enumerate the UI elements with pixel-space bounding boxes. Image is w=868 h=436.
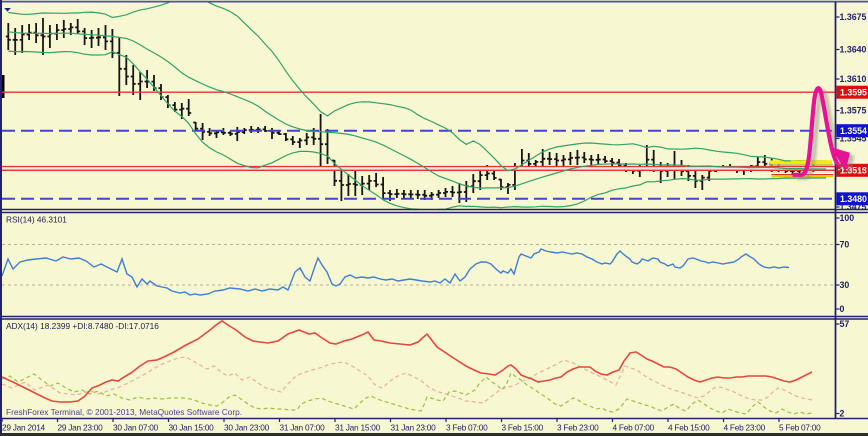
svg-text:1.3640: 1.3640 bbox=[840, 45, 867, 55]
svg-text:29 Jan 23:00: 29 Jan 23:00 bbox=[58, 423, 104, 433]
svg-text:30 Jan 07:00: 30 Jan 07:00 bbox=[113, 423, 159, 433]
svg-text:5 Feb 07:00: 5 Feb 07:00 bbox=[779, 423, 821, 433]
svg-text:1.3595: 1.3595 bbox=[840, 88, 867, 98]
svg-text:4 Feb 23:00: 4 Feb 23:00 bbox=[724, 423, 766, 433]
svg-text:FreshForex Terminal, © 2001-20: FreshForex Terminal, © 2001-2013, MetaQu… bbox=[6, 407, 242, 417]
svg-text:31 Jan 15:00: 31 Jan 15:00 bbox=[335, 423, 381, 433]
svg-text:0: 0 bbox=[840, 304, 845, 314]
svg-text:57: 57 bbox=[840, 319, 850, 329]
svg-text:100: 100 bbox=[840, 213, 855, 223]
svg-text:4 Feb 15:00: 4 Feb 15:00 bbox=[668, 423, 710, 433]
svg-text:2: 2 bbox=[840, 409, 845, 419]
svg-text:1.3575: 1.3575 bbox=[840, 106, 867, 116]
svg-text:30 Jan 15:00: 30 Jan 15:00 bbox=[169, 423, 215, 433]
svg-text:3 Feb 15:00: 3 Feb 15:00 bbox=[502, 423, 544, 433]
svg-text:1.3675: 1.3675 bbox=[840, 12, 867, 22]
svg-text:31 Jan 07:00: 31 Jan 07:00 bbox=[280, 423, 326, 433]
svg-text:1.3475: 1.3475 bbox=[840, 202, 867, 212]
svg-text:30 Jan 23:00: 30 Jan 23:00 bbox=[224, 423, 270, 433]
svg-text:70: 70 bbox=[840, 240, 850, 250]
svg-text:1.3513: 1.3513 bbox=[840, 166, 867, 176]
svg-text:RSI(14) 46.3101: RSI(14) 46.3101 bbox=[6, 215, 67, 225]
svg-text:3 Feb 23:00: 3 Feb 23:00 bbox=[557, 423, 599, 433]
svg-text:31 Jan 23:00: 31 Jan 23:00 bbox=[391, 423, 437, 433]
svg-text:30: 30 bbox=[840, 280, 850, 290]
svg-text:29 Jan 2014: 29 Jan 2014 bbox=[2, 423, 46, 433]
svg-text:4 Feb 07:00: 4 Feb 07:00 bbox=[613, 423, 655, 433]
svg-text:ADX(14) 18.2399 +DI:8.7480 -DI: ADX(14) 18.2399 +DI:8.7480 -DI:17.0716 bbox=[6, 321, 159, 331]
svg-text:1.3554: 1.3554 bbox=[840, 126, 867, 136]
svg-text:1.3480: 1.3480 bbox=[840, 194, 867, 204]
svg-text:3 Feb 07:00: 3 Feb 07:00 bbox=[446, 423, 488, 433]
svg-text:1.3610: 1.3610 bbox=[840, 74, 867, 84]
svg-text:1.3545: 1.3545 bbox=[840, 134, 867, 144]
